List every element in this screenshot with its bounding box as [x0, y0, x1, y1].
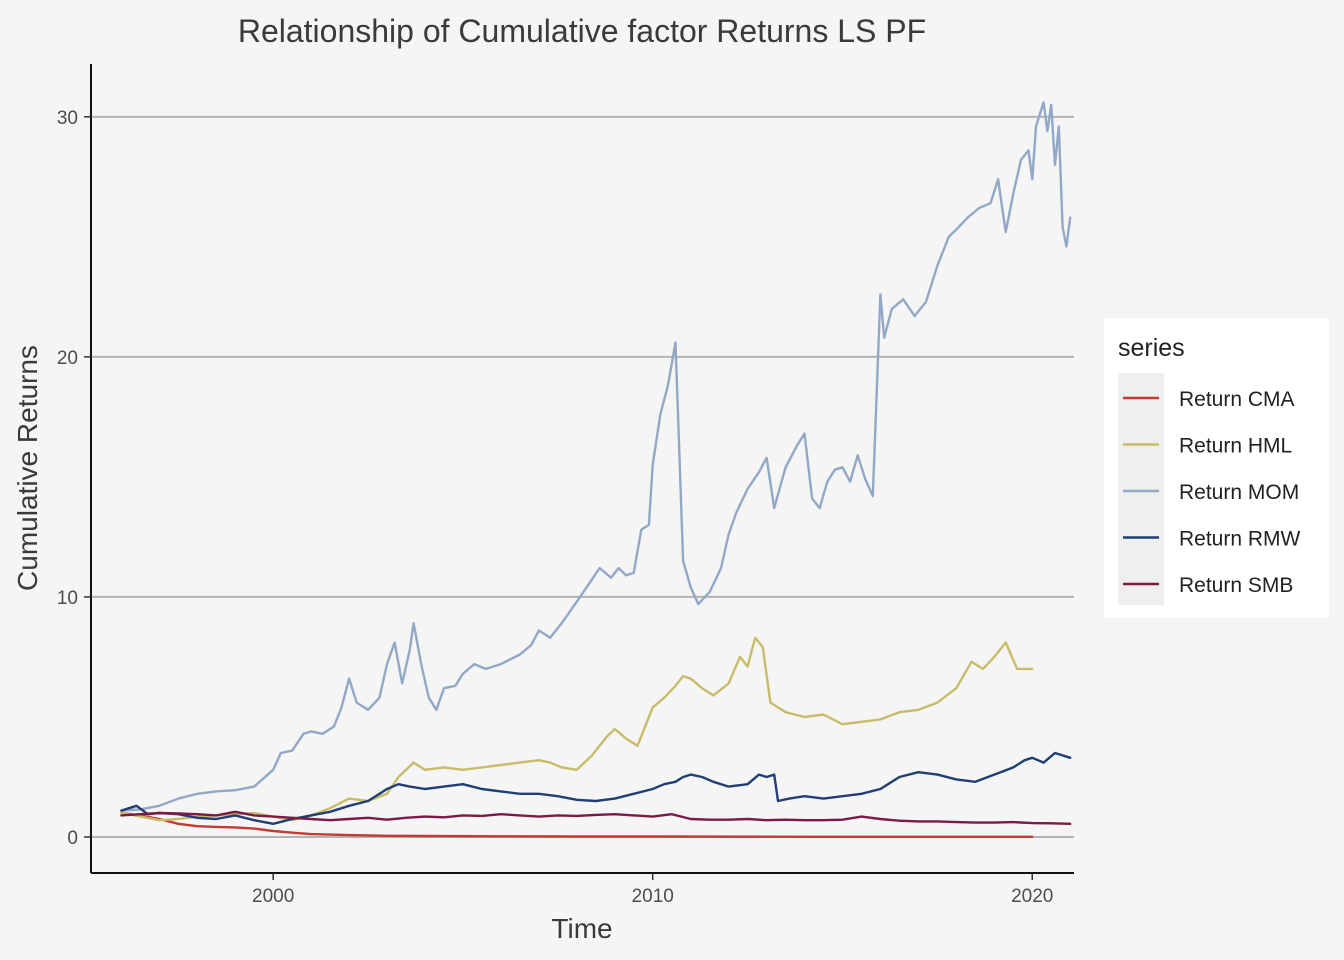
legend-label-return-hml: Return HML	[1179, 435, 1292, 458]
legend-title: series	[1118, 334, 1185, 362]
series-line-return-rmw	[120, 751, 1072, 825]
x-tick-label-2010: 2010	[632, 886, 674, 907]
legend-label-return-cma: Return CMA	[1179, 388, 1295, 411]
y-tick-label-30: 30	[57, 108, 78, 129]
series-line-return-smb	[120, 810, 1072, 825]
x-axis-ticks: 2000 2010 2020	[252, 873, 1053, 907]
legend-key-background	[1118, 373, 1164, 605]
legend-label-return-smb: Return SMB	[1179, 574, 1293, 597]
legend-label-return-mom: Return MOM	[1179, 481, 1299, 504]
legend-label-return-rmw: Return RMW	[1179, 528, 1301, 551]
y-tick-label-20: 20	[57, 348, 78, 369]
x-tick-label-2020: 2020	[1011, 886, 1053, 907]
x-tick-label-2000: 2000	[252, 886, 294, 907]
y-tick-label-10: 10	[57, 588, 78, 609]
series-lines	[120, 101, 1072, 838]
series-line-return-hml	[120, 636, 1034, 822]
y-axis-ticks: 0 10 20 30	[57, 108, 91, 849]
series-line-return-mom	[120, 101, 1072, 812]
legend-items: Return CMA Return HML Return MOM Return RMW…	[1123, 388, 1301, 597]
grid-lines	[91, 115, 1074, 838]
x-axis-title: Time	[551, 913, 612, 944]
series-line-return-cma	[120, 811, 1034, 838]
y-tick-label-0: 0	[67, 828, 78, 849]
chart-title: Relationship of Cumulative factor Return…	[238, 13, 926, 49]
y-axis-title: Cumulative Returns	[12, 345, 43, 591]
